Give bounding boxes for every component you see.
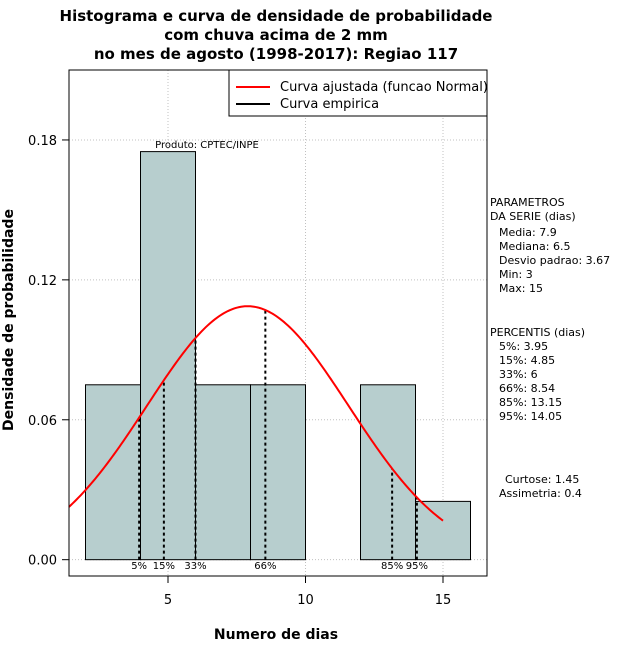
- y-tick-label: 0.12: [28, 274, 57, 289]
- legend: Curva ajustada (funcao Normal) Curva emp…: [228, 69, 488, 117]
- percentile-85: 85%: 13.15: [499, 396, 562, 409]
- percentile-labels-layer: 5% 15% 33% 66% 85% 95%: [131, 561, 428, 572]
- product-annotation: Produto: CPTEC/INPE: [155, 140, 259, 151]
- param-mean: Media: 7.9: [499, 226, 557, 239]
- normal-curve: [68, 305, 444, 522]
- histogram-bar: [85, 384, 141, 561]
- parameters-panel: PARAMETROS DA SERIE (dias) Media: 7.9 Me…: [490, 196, 610, 295]
- axes-layer: 5 10 15 0.00 0.06 0.12 0.18: [28, 134, 451, 608]
- legend-label-normal-curve: Curva ajustada (funcao Normal): [280, 80, 488, 95]
- x-tick-label: 10: [297, 593, 314, 608]
- legend-label-empirical-curve: Curva empirica: [280, 97, 379, 112]
- percentile-66: 66%: 8.54: [499, 382, 555, 395]
- histogram-bar: [250, 384, 306, 561]
- skewness: Assimetria: 0.4: [499, 487, 582, 500]
- param-min: Min: 3: [499, 268, 533, 281]
- y-tick-label: 0.00: [28, 554, 57, 569]
- percentile-line-label: 66%: [254, 561, 276, 572]
- histogram-bar: [140, 151, 196, 561]
- percentile-line-label: 95%: [406, 561, 428, 572]
- parameters-header-line-1: PARAMETROS: [490, 196, 565, 209]
- percentiles-header: PERCENTIS (dias): [490, 326, 585, 339]
- percentile-line-label: 15%: [153, 561, 175, 572]
- chart-title-line-1: Histograma e curva de densidade de proba…: [60, 7, 493, 25]
- percentile-95: 95%: 14.05: [499, 410, 562, 423]
- percentile-5: 5%: 3.95: [499, 340, 548, 353]
- percentiles-panel: PERCENTIS (dias) 5%: 3.95 15%: 4.85 33%:…: [490, 326, 585, 423]
- histogram-bar: [360, 384, 416, 561]
- curve-layer: [68, 305, 444, 522]
- percentile-15: 15%: 4.85: [499, 354, 555, 367]
- parameters-header-line-2: DA SERIE (dias): [490, 210, 576, 223]
- chart-title-line-2: com chuva acima de 2 mm: [164, 26, 388, 44]
- histogram-bar: [415, 500, 471, 561]
- percentile-33: 33%: 6: [499, 368, 538, 381]
- param-max: Max: 15: [499, 282, 543, 295]
- x-tick-label: 15: [435, 593, 452, 608]
- x-tick-label: 5: [164, 593, 172, 608]
- y-tick-label: 0.06: [28, 414, 57, 429]
- y-axis-title: Densidade de probabilidade: [1, 209, 17, 431]
- x-axis-title: Numero de dias: [214, 627, 338, 643]
- param-median: Mediana: 6.5: [499, 240, 570, 253]
- chart-title-line-3: no mes de agosto (1998-2017): Regiao 117: [94, 45, 458, 63]
- legend-box: [228, 69, 488, 117]
- shape-panel: Curtose: 1.45 Assimetria: 0.4: [499, 473, 582, 500]
- percentile-line-label: 33%: [184, 561, 206, 572]
- percentile-lines-layer: [138, 310, 418, 560]
- percentile-line-label: 85%: [381, 561, 403, 572]
- kurtosis: Curtose: 1.45: [505, 473, 579, 486]
- percentile-line-label: 5%: [131, 561, 147, 572]
- histogram-bar: [195, 384, 251, 561]
- param-std-dev: Desvio padrao: 3.67: [499, 254, 610, 267]
- y-tick-label: 0.18: [28, 134, 57, 149]
- bars-layer: [85, 151, 471, 561]
